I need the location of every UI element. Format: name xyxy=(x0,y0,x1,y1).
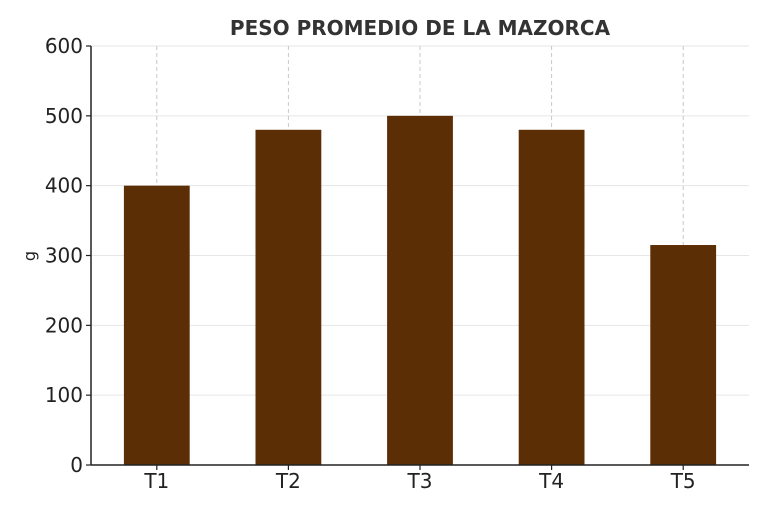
y-axis-label: g xyxy=(20,251,39,261)
bars-layer xyxy=(123,115,717,466)
x-tick-label: T4 xyxy=(538,469,564,493)
bar-t2 xyxy=(255,129,322,466)
bar-t4 xyxy=(518,129,585,466)
x-tick-label: T3 xyxy=(407,469,433,493)
bar-t3 xyxy=(387,115,453,465)
x-tick-label: T5 xyxy=(670,469,696,493)
x-tick-label: T1 xyxy=(143,469,169,493)
ticks-layer: 0 100 200 300 400 500 600 T1 T2 T3 T4 T5 xyxy=(45,34,696,493)
y-tick-label: 500 xyxy=(45,104,83,128)
y-tick-label: 0 xyxy=(70,453,83,477)
y-tick-label: 400 xyxy=(45,174,83,198)
chart-title: PESO PROMEDIO DE LA MAZORCA xyxy=(230,16,611,40)
y-tick-label: 200 xyxy=(45,313,83,337)
x-tick-label: T2 xyxy=(275,469,301,493)
y-tick-label: 300 xyxy=(45,244,83,268)
bar-t1 xyxy=(123,185,190,465)
y-tick-label: 100 xyxy=(45,383,83,407)
y-tick-label: 600 xyxy=(45,34,83,58)
bar-t5 xyxy=(650,245,717,465)
